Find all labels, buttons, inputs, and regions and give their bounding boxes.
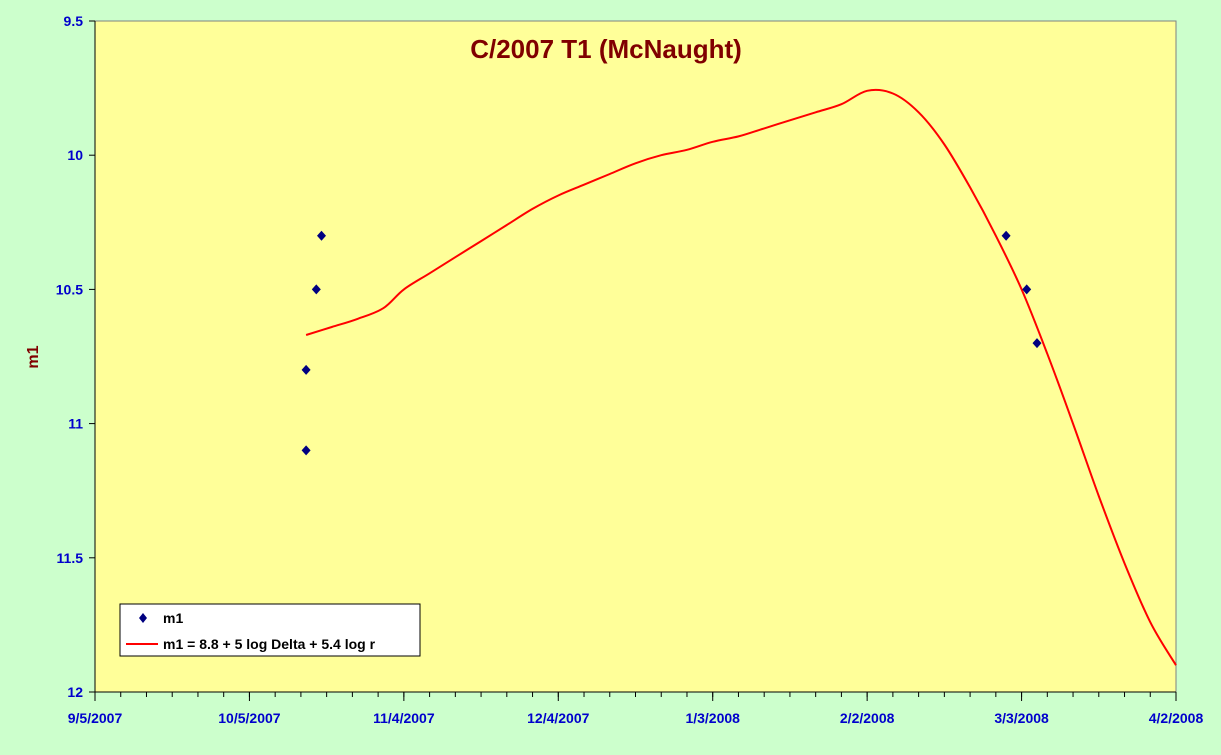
legend-diamond-marker xyxy=(139,613,147,623)
plot-area xyxy=(94,20,1177,693)
data-point-m1 xyxy=(1032,338,1042,349)
chart-title: C/2007 T1 (McNaught) xyxy=(470,34,742,64)
data-point-m1 xyxy=(301,445,311,456)
legend: m1 m1 = 8.8 + 5 log Delta + 5.4 log r xyxy=(119,603,421,657)
x-tick-label: 11/4/2007 xyxy=(373,710,435,726)
x-tick-label: 9/5/2007 xyxy=(68,710,123,726)
axis-layer: 9.5 10 10.5 11 11.5 12 9/5/2007 10/5/2007 11/4/2… xyxy=(56,13,1204,726)
y-tick-label: 11 xyxy=(68,416,83,432)
data-point-m1 xyxy=(1022,284,1032,295)
x-tick-label: 10/5/2007 xyxy=(218,710,280,726)
data-point-m1 xyxy=(301,364,311,375)
x-tick-label: 4/2/2008 xyxy=(1149,710,1204,726)
legend-label-formula: m1 = 8.8 + 5 log Delta + 5.4 log r xyxy=(163,636,376,652)
y-tick-label: 11.5 xyxy=(57,550,84,566)
y-tick-label: 12 xyxy=(67,684,83,700)
fit-curve-line xyxy=(305,88,1177,666)
y-tick-label: 9.5 xyxy=(64,13,84,29)
marker-layer xyxy=(301,230,1042,456)
x-tick-label: 1/3/2008 xyxy=(685,710,740,726)
x-tick-label: 12/4/2007 xyxy=(527,710,589,726)
y-tick-label: 10 xyxy=(67,147,83,163)
x-tick-label: 2/2/2008 xyxy=(840,710,895,726)
x-tick-label: 3/3/2008 xyxy=(994,710,1049,726)
data-point-m1 xyxy=(311,284,321,295)
y-tick-label: 10.5 xyxy=(56,281,83,297)
legend-label-m1: m1 xyxy=(163,610,183,626)
data-point-m1 xyxy=(317,230,326,241)
curve-layer xyxy=(305,88,1177,666)
data-point-m1 xyxy=(1001,230,1011,241)
y-axis-title: m1 xyxy=(25,345,42,368)
legend-box xyxy=(119,603,421,657)
